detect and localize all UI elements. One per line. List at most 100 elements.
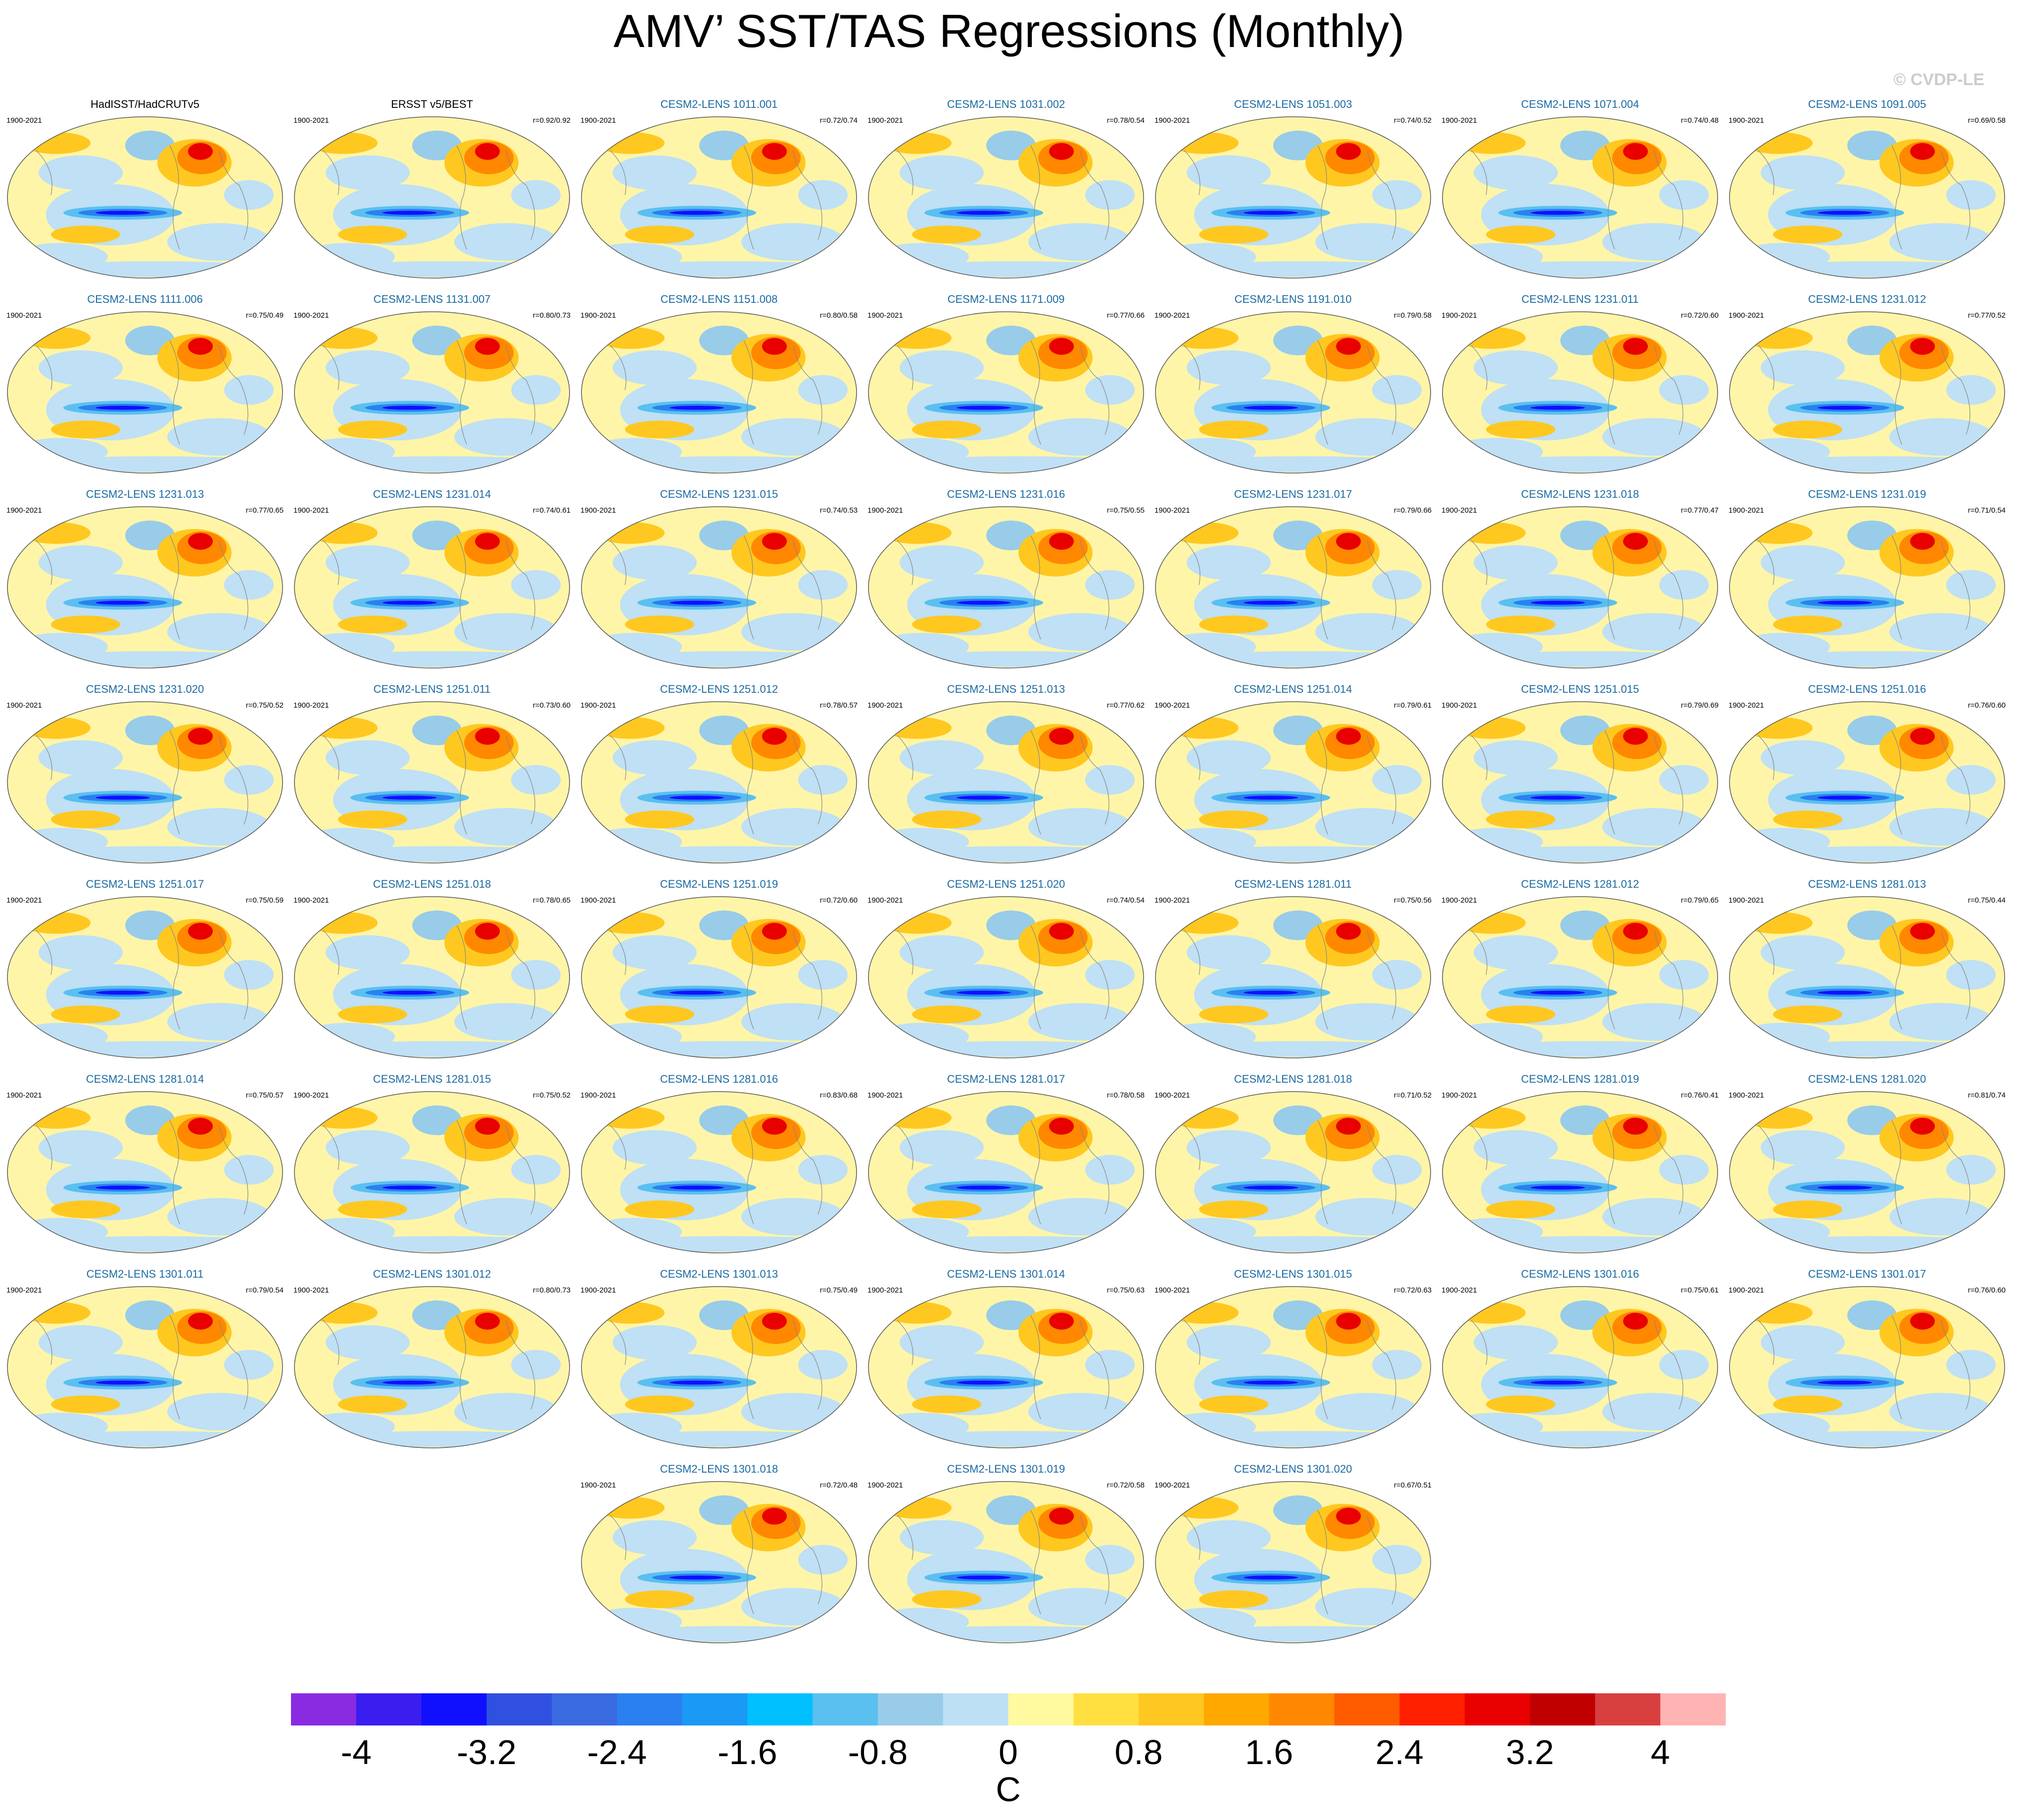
panel-period: 1900-2021 — [867, 506, 903, 515]
map — [6, 506, 284, 669]
panel-period: 1900-2021 — [293, 506, 329, 515]
map-panel: CESM2-LENS 1281.011 1900-2021 r=0.75/0.56 — [1154, 878, 1432, 1059]
panel-title: CESM2-LENS 1301.016 — [1521, 1268, 1639, 1280]
color-box — [421, 1693, 487, 1725]
panel-title: CESM2-LENS 1091.005 — [1808, 98, 1926, 110]
panel-period: 1900-2021 — [867, 116, 903, 125]
panel-correlation: r=0.71/0.54 — [1968, 506, 2006, 515]
map — [580, 506, 858, 669]
panel-correlation: r=0.75/0.57 — [246, 1091, 284, 1100]
panel-period: 1900-2021 — [293, 896, 329, 905]
panel-title: CESM2-LENS 1281.018 — [1234, 1073, 1352, 1085]
panel-period: 1900-2021 — [1154, 1481, 1190, 1489]
map-panel: CESM2-LENS 1301.019 1900-2021 r=0.72/0.58 — [867, 1463, 1145, 1644]
panel-correlation: r=0.79/0.65 — [1681, 896, 1719, 905]
panel-title: CESM2-LENS 1251.019 — [660, 878, 778, 890]
color-box — [291, 1693, 357, 1725]
map — [580, 311, 858, 474]
figure-title: AMV’ SST/TAS Regressions (Monthly) — [614, 5, 1404, 57]
panel-period: 1900-2021 — [1729, 311, 1764, 320]
panel-title: CESM2-LENS 1251.014 — [1234, 683, 1352, 695]
map-panel: CESM2-LENS 1231.020 1900-2021 r=0.75/0.52 — [6, 683, 284, 864]
panel-period: 1900-2021 — [1441, 896, 1477, 905]
panel-correlation: r=0.80/0.73 — [533, 1286, 571, 1294]
panel-correlation: r=0.78/0.54 — [1107, 116, 1145, 125]
panel-title: CESM2-LENS 1251.017 — [86, 878, 204, 890]
panel-period: 1900-2021 — [1729, 116, 1764, 125]
map — [1441, 116, 1719, 279]
color-box — [877, 1693, 944, 1725]
map — [1154, 1481, 1432, 1644]
panel-period: 1900-2021 — [867, 1286, 903, 1294]
panel-title: CESM2-LENS 1231.018 — [1521, 488, 1639, 500]
map — [580, 1286, 858, 1449]
panel-correlation: r=0.80/0.73 — [533, 311, 571, 320]
panel-title: CESM2-LENS 1191.010 — [1235, 293, 1352, 305]
map — [293, 1091, 571, 1254]
panel-correlation: r=0.74/0.61 — [533, 506, 571, 515]
map — [6, 1091, 284, 1254]
panel-title: HadISST/HadCRUTv5 — [91, 98, 199, 110]
panel-title: CESM2-LENS 1281.012 — [1521, 878, 1639, 890]
map-panel: CESM2-LENS 1251.017 1900-2021 r=0.75/0.59 — [6, 878, 284, 1059]
panel-correlation: r=0.76/0.60 — [1968, 1286, 2006, 1294]
map-panel: CESM2-LENS 1251.020 1900-2021 r=0.74/0.54 — [867, 878, 1145, 1059]
colorbar-tick-label: -2.4 — [587, 1733, 647, 1772]
map — [867, 1286, 1145, 1449]
map-panel: CESM2-LENS 1231.014 1900-2021 r=0.74/0.61 — [293, 488, 571, 669]
map — [1154, 1286, 1432, 1449]
panel-title: CESM2-LENS 1301.015 — [1234, 1268, 1352, 1280]
panel-correlation: r=0.72/0.48 — [820, 1481, 858, 1489]
map — [1729, 506, 2006, 669]
panel-correlation: r=0.74/0.53 — [820, 506, 858, 515]
map-panel: CESM2-LENS 1301.017 1900-2021 r=0.76/0.60 — [1729, 1268, 2006, 1449]
colorbar-tick-label: -4 — [341, 1733, 372, 1772]
panel-title: CESM2-LENS 1231.011 — [1522, 293, 1639, 305]
panel-period: 1900-2021 — [1729, 1091, 1764, 1100]
panel-title: CESM2-LENS 1131.007 — [374, 293, 491, 305]
color-box — [617, 1693, 683, 1725]
panel-correlation: r=0.73/0.60 — [533, 701, 571, 710]
color-box — [1595, 1693, 1661, 1725]
colorbar-tick-label: 2.4 — [1375, 1733, 1423, 1772]
panel-correlation: r=0.78/0.58 — [1107, 1091, 1145, 1100]
panel-period: 1900-2021 — [1729, 701, 1764, 710]
panel-period: 1900-2021 — [1441, 701, 1477, 710]
panel-correlation: r=0.76/0.41 — [1681, 1091, 1719, 1100]
map-panel: ERSST v5/BEST 1900-2021 r=0.92/0.92 — [293, 98, 571, 279]
panel-correlation: r=0.77/0.66 — [1107, 311, 1145, 320]
map — [1441, 506, 1719, 669]
panel-title: CESM2-LENS 1281.016 — [660, 1073, 778, 1085]
panel-correlation: r=0.79/0.69 — [1681, 701, 1719, 710]
panel-correlation: r=0.77/0.52 — [1968, 311, 2006, 320]
panel-correlation: r=0.72/0.60 — [1681, 311, 1719, 320]
panel-title: CESM2-LENS 1301.014 — [947, 1268, 1065, 1280]
panel-correlation: r=0.81/0.74 — [1968, 1091, 2006, 1100]
color-box — [1464, 1693, 1531, 1725]
map-panel: CESM2-LENS 1281.013 1900-2021 r=0.75/0.44 — [1729, 878, 2006, 1059]
map-panel: CESM2-LENS 1151.008 1900-2021 r=0.80/0.58 — [580, 293, 858, 474]
color-box — [1203, 1693, 1270, 1725]
panel-title: CESM2-LENS 1231.020 — [86, 683, 204, 695]
map — [1441, 1286, 1719, 1449]
panel-title: CESM2-LENS 1301.012 — [373, 1268, 491, 1280]
map-panel: CESM2-LENS 1251.015 1900-2021 r=0.79/0.69 — [1441, 683, 1719, 864]
map-panel: CESM2-LENS 1231.011 1900-2021 r=0.72/0.60 — [1441, 293, 1719, 474]
map — [6, 116, 284, 279]
panel-title: CESM2-LENS 1251.020 — [947, 878, 1065, 890]
panel-correlation: r=0.75/0.56 — [1394, 896, 1432, 905]
panel-period: 1900-2021 — [293, 1091, 329, 1100]
panel-period: 1900-2021 — [6, 506, 42, 515]
panel-correlation: r=0.75/0.52 — [533, 1091, 571, 1100]
map — [580, 1091, 858, 1254]
color-box — [1139, 1693, 1204, 1725]
map — [293, 311, 571, 474]
panel-period: 1900-2021 — [1441, 116, 1477, 125]
map-panel: CESM2-LENS 1251.016 1900-2021 r=0.76/0.60 — [1729, 683, 2006, 864]
map-panel: CESM2-LENS 1231.018 1900-2021 r=0.77/0.47 — [1441, 488, 1719, 669]
map-panel: CESM2-LENS 1251.018 1900-2021 r=0.78/0.65 — [293, 878, 571, 1059]
colorbar-tick-label: -3.2 — [457, 1733, 517, 1772]
color-box — [747, 1693, 813, 1725]
map — [867, 116, 1145, 279]
map-panel: CESM2-LENS 1281.017 1900-2021 r=0.78/0.58 — [867, 1073, 1145, 1254]
